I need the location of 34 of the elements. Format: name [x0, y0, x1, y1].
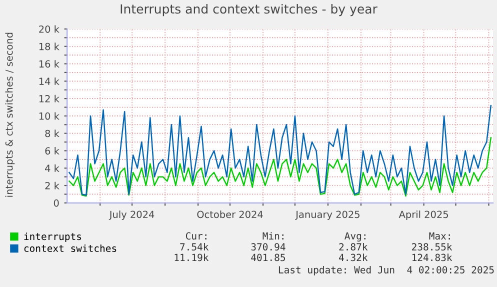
x-tick-label: April 2025	[398, 210, 448, 220]
text: Min:	[262, 232, 284, 240]
line-series	[68, 137, 492, 197]
x-tick-label: July 2024	[108, 210, 154, 220]
line-series	[68, 104, 492, 196]
text: Avg:	[344, 232, 366, 242]
y-tick-label: 18 k	[39, 42, 60, 50]
y-axis-title: interrupts & ctx switches / second	[5, 32, 15, 197]
text: Max:	[429, 232, 450, 240]
y-tick-label: 16 k	[39, 60, 60, 68]
text: 370.94	[251, 243, 286, 251]
text: 2.87k	[339, 243, 368, 251]
y-tick-label: 0	[54, 199, 59, 207]
text: 238.55k	[412, 243, 452, 251]
legend-label: interrupts	[24, 232, 82, 242]
text: 4.32k	[339, 254, 368, 262]
y-tick-label: 10 k	[39, 112, 60, 120]
text: 124.83k	[412, 254, 452, 262]
text: 401.85	[251, 254, 285, 262]
text: 7.54k	[180, 243, 209, 251]
text: Last update: Wed Jun 4 02:00:25 2025	[278, 266, 494, 276]
x-tick-label: October 2024	[197, 210, 263, 218]
y-tick-label: 2 k	[45, 182, 60, 190]
chart-title: Interrupts and context switches - by year	[120, 4, 378, 16]
text: 11.19k	[174, 254, 209, 262]
x-tick-label: January 2025	[295, 210, 360, 220]
y-tick-label: 14 k	[39, 77, 60, 85]
y-tick-label: 20 k	[39, 25, 60, 33]
legend-label: context switches	[24, 244, 116, 252]
text: Cur:	[186, 232, 206, 240]
y-tick-label: 6 k	[45, 147, 60, 155]
y-tick-label: 12 k	[39, 94, 60, 102]
y-tick-label: 4 k	[45, 164, 60, 172]
y-tick-label: 8 k	[45, 130, 60, 138]
